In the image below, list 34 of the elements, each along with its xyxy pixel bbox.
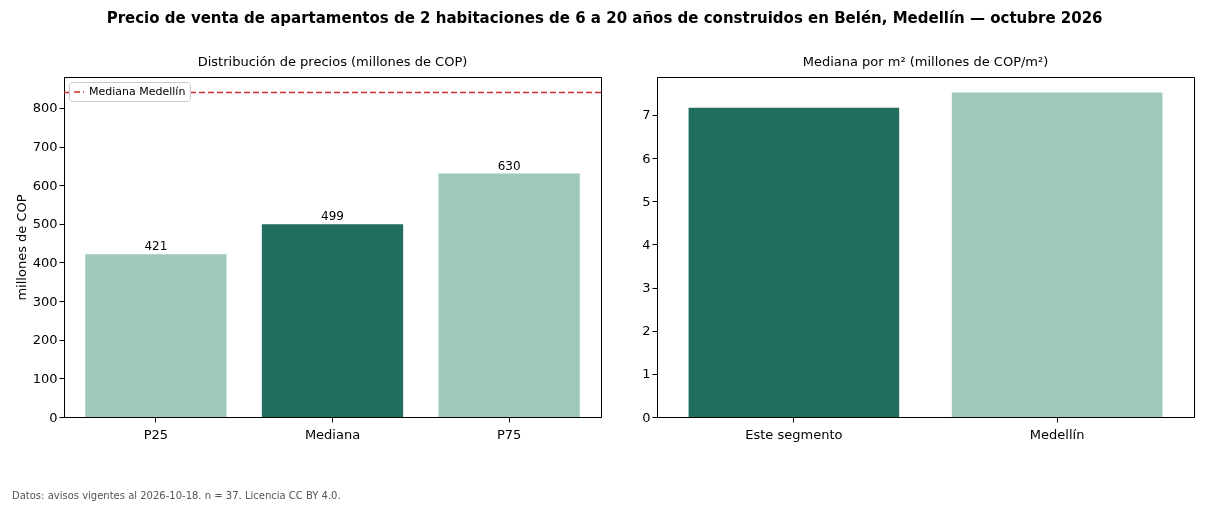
bar <box>85 254 227 417</box>
data-label: 630 <box>497 158 521 173</box>
y-tick-label: 500 <box>32 216 58 232</box>
text: Precio de venta de apartamentos de 2 habitaciones de 6 a 20 años de construidos en Belén, Medellín — octubre 2026 <box>106 8 1103 27</box>
bar <box>438 173 580 417</box>
x-tick-label: P75 <box>496 426 522 442</box>
data-label: 421 <box>144 239 168 254</box>
y-tick-label: 5 <box>642 193 651 209</box>
x-tick-label: Este segmento <box>745 426 843 442</box>
y-tick-label: 2 <box>642 323 651 339</box>
data-label: 499 <box>321 209 344 224</box>
y-tick-label: 400 <box>32 254 58 270</box>
y-tick-label: 700 <box>32 139 58 155</box>
y-tick-label: 600 <box>32 177 58 193</box>
y-tick-label: 1 <box>642 366 651 382</box>
y-tick-label: 0 <box>49 409 58 425</box>
bar <box>261 224 404 417</box>
y-tick-label: 200 <box>32 332 58 348</box>
ref-line-label: Mediana Medellín <box>89 85 186 98</box>
y-tick-label: 800 <box>32 100 58 116</box>
x-tick-label: P25 <box>143 426 169 442</box>
chart-title: Mediana por m² (millones de COP/m²) <box>802 54 1049 69</box>
chart-title: Distribución de precios (millones de COP) <box>197 54 468 69</box>
x-tick-label: Medellín <box>1029 426 1085 442</box>
y-tick-label: 6 <box>642 150 651 166</box>
y-tick-label: 3 <box>642 280 651 296</box>
y-tick-label: 4 <box>642 236 651 252</box>
x-tick-label: Mediana <box>304 426 361 442</box>
text: Datos: avisos vigentes al 2026-10-18. n = 37. Licencia CC BY 4.0. <box>12 490 341 501</box>
y-tick-label: 100 <box>32 370 58 386</box>
y-tick-label: 7 <box>642 107 651 123</box>
y-axis-title: millones de COP <box>13 194 29 301</box>
y-tick-label: 300 <box>32 293 58 309</box>
y-tick-label: 0 <box>642 409 651 425</box>
